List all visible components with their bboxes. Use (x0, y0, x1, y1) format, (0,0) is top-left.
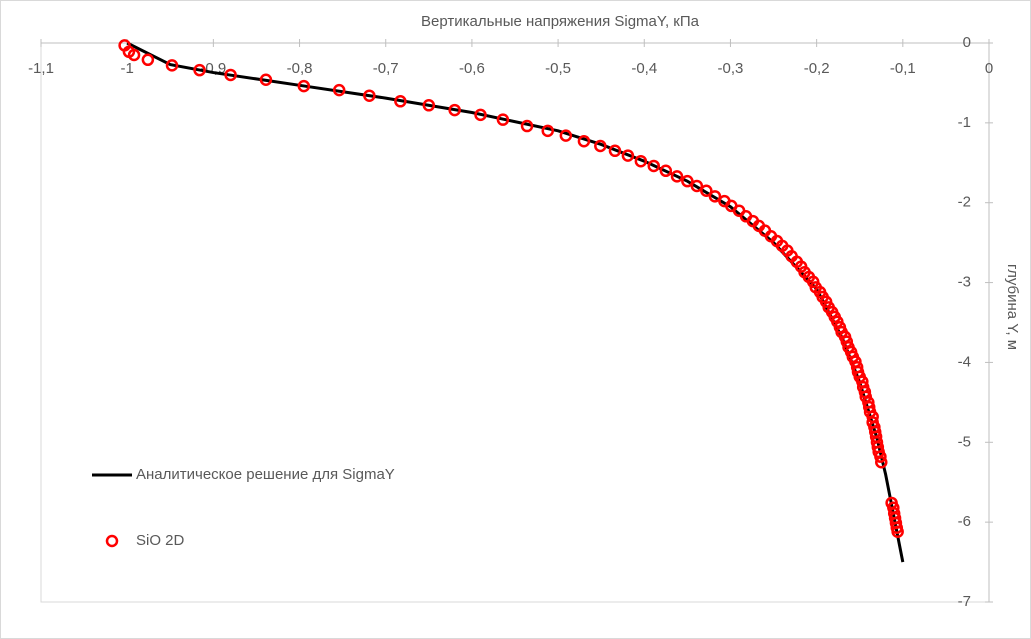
data-point (332, 83, 346, 97)
data-point (577, 134, 591, 148)
legend-marker (105, 534, 119, 548)
y-tick-label: -4 (958, 353, 971, 370)
y-tick-label: 0 (963, 34, 971, 51)
data-point (891, 525, 904, 538)
y-tick-label: -7 (958, 593, 971, 610)
data-point (520, 119, 534, 133)
data-point (141, 53, 155, 67)
y-tick-label: -3 (958, 274, 971, 291)
x-tick-label: -0,8 (287, 60, 313, 77)
data-point (634, 154, 648, 168)
data-point (259, 73, 273, 86)
y-axis-title: глубина Y, м (1004, 264, 1021, 350)
data-point (127, 48, 141, 62)
legend-label: Аналитическое решение для SigmaY (136, 466, 395, 483)
x-tick-label: -1 (121, 60, 134, 77)
x-tick-label: 0 (985, 60, 993, 77)
data-point (559, 129, 573, 142)
data-point (647, 159, 661, 173)
y-tick-label: -1 (958, 114, 971, 131)
x-tick-label: -0,3 (718, 60, 744, 77)
data-point (297, 79, 311, 93)
data-point (422, 99, 436, 112)
data-point (394, 95, 407, 108)
legend-label: SiO 2D (136, 532, 185, 549)
data-point (875, 456, 888, 469)
data-point (448, 103, 461, 117)
y-tick-label: -6 (958, 513, 971, 530)
x-tick-label: -0,6 (459, 60, 485, 77)
data-point (700, 184, 713, 197)
data-point (496, 113, 510, 126)
x-tick-label: -0,4 (631, 60, 657, 77)
y-tick-label: -2 (958, 194, 971, 211)
data-point (874, 450, 887, 463)
data-point (708, 190, 722, 203)
data-point (840, 335, 854, 348)
data-point (659, 164, 673, 178)
data-point (474, 108, 487, 122)
data-point (363, 89, 376, 102)
data-point (541, 124, 554, 138)
x-tick-label: -0,1 (890, 60, 916, 77)
x-tick-label: -1,1 (28, 60, 54, 77)
data-point (224, 68, 237, 82)
data-point (690, 179, 704, 193)
data-point (165, 59, 179, 72)
y-tick-label: -5 (958, 433, 971, 450)
x-tick-label: -0,7 (373, 60, 399, 77)
data-point (594, 139, 607, 153)
data-point (608, 144, 622, 158)
x-tick-label: -0,2 (804, 60, 830, 77)
data-point (621, 149, 635, 162)
chart-title: Вертикальные напряжения SigmaY, кПа (421, 13, 700, 30)
data-point (858, 385, 872, 399)
data-point (681, 174, 694, 188)
data-point (670, 170, 684, 183)
data-point (193, 63, 206, 77)
x-tick-label: -0,5 (545, 60, 571, 77)
